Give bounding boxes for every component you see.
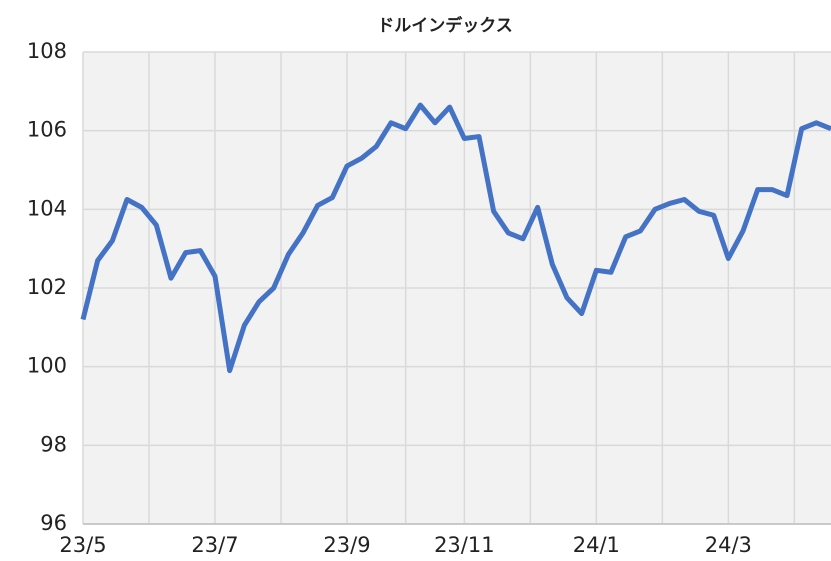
chart-title: ドルインデックス	[377, 15, 513, 36]
y-tick-label: 98	[40, 432, 67, 456]
y-tick-label: 96	[40, 511, 67, 535]
x-tick-label: 23/7	[191, 533, 238, 557]
y-tick-label: 100	[27, 354, 67, 378]
line-series	[80, 102, 831, 374]
y-tick-label: 106	[27, 118, 67, 142]
x-tick-label: 23/5	[59, 533, 106, 557]
y-tick-label: 108	[27, 39, 67, 63]
y-tick-label: 102	[27, 275, 67, 299]
x-tick-label: 23/9	[323, 533, 370, 557]
y-tick-label: 104	[27, 196, 67, 220]
x-tick-label: 24/3	[705, 533, 752, 557]
x-tick-label: 23/11	[434, 533, 495, 557]
x-tick-label: 24/1	[573, 533, 620, 557]
